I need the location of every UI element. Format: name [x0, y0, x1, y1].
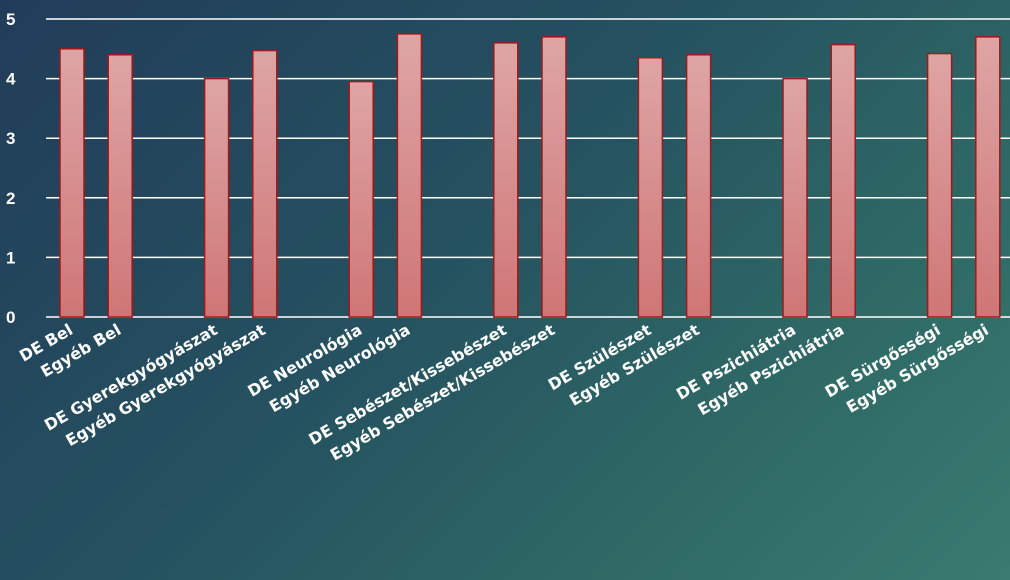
bar [926, 52, 953, 318]
bars [59, 33, 1001, 318]
bar [782, 77, 808, 318]
y-tick-label: 1 [6, 248, 15, 267]
bar [493, 42, 519, 318]
bar [203, 77, 230, 318]
x-category-label: Egyéb Sebészet/Kissebészet [327, 320, 558, 465]
bar [348, 80, 374, 318]
bar [830, 43, 856, 318]
bar [685, 54, 712, 318]
gridlines [46, 18, 1010, 318]
bar [541, 36, 567, 318]
bar [396, 33, 423, 318]
y-tick-label: 5 [6, 10, 15, 29]
y-axis-tick-labels: 0 1 2 3 4 5 [6, 10, 16, 327]
y-tick-label: 2 [6, 189, 15, 208]
y-tick-label: 0 [6, 308, 15, 327]
bar [107, 54, 133, 318]
y-tick-label: 4 [6, 70, 16, 89]
bar [637, 56, 664, 318]
bar [975, 36, 1001, 318]
bar [252, 49, 278, 318]
bar [59, 48, 85, 318]
y-tick-label: 3 [6, 129, 15, 148]
